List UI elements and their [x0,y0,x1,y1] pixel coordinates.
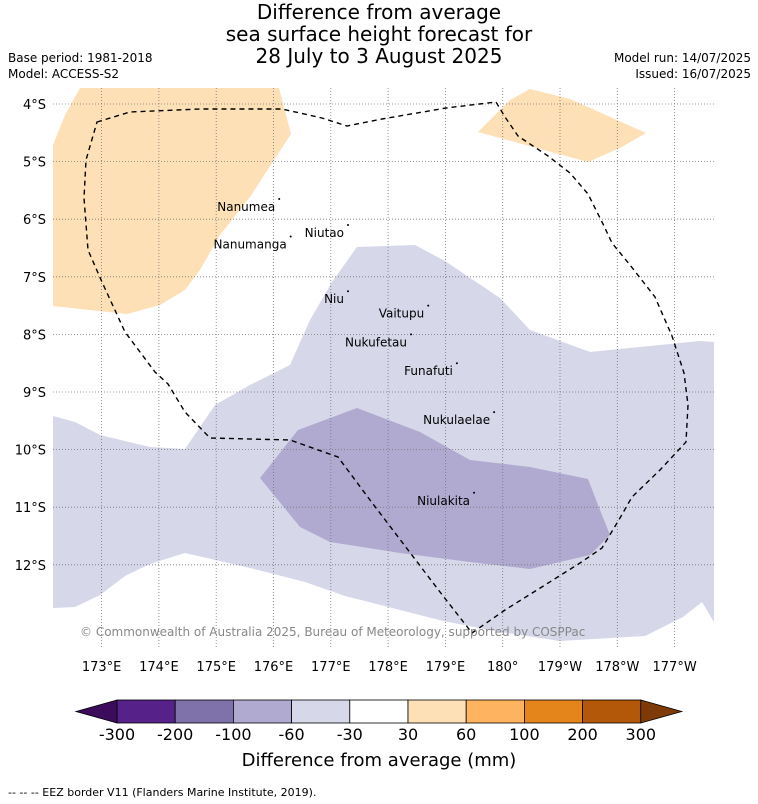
island-marker [455,362,458,365]
colorbar-segment [582,699,642,724]
island-label: Vaitupu [379,307,425,321]
latitude-labels: 4°S 5°S 6°S 7°S 8°S 9°S 10°S 11°S 12°S [15,98,46,574]
island-label: Niulakita [417,494,470,508]
issued-date: Issued: 16/07/2025 [635,67,751,81]
longitude-label: 176°E [254,660,294,675]
latitude-label: 7°S [23,271,46,286]
island-label: Niu [324,292,344,306]
colorbar-tick-label: 60 [456,725,477,744]
longitude-label: 175°E [196,660,236,675]
island-marker [473,491,476,494]
colorbar-tick-label: 100 [509,725,540,744]
colorbar-tick-label: -300 [98,725,136,744]
forecast-map: Nanumea Nanumanga Niutao Niu Vaitupu Nukufeta… [15,88,714,675]
eez-border [83,101,689,634]
colorbar-segment [232,699,292,724]
colorbar-tick-label: 200 [567,725,598,744]
colorbar-segment [349,699,409,724]
longitude-label: 177°W [653,660,697,675]
title-line-2: sea surface height forecast for [225,22,533,46]
colorbar-segment [524,699,584,724]
longitude-label: 178°W [595,660,639,675]
longitude-label: 179°W [538,660,582,675]
base-period: Base period: 1981-2018 [8,51,153,65]
latitude-label: 11°S [15,501,46,516]
latitude-label: 8°S [23,328,46,343]
colorbar-over-arrow [640,699,684,724]
anomaly-fills [53,88,714,641]
longitude-label: 178°E [368,660,408,675]
longitude-label: 179°E [426,660,466,675]
colorbar-segment [291,699,351,724]
latitude-label: 12°S [15,559,46,574]
positive-anomaly-east [478,89,646,162]
island-marker [289,235,292,238]
latitude-label: 10°S [15,444,46,459]
latitude-label: 4°S [23,98,46,113]
longitude-label: 177°E [311,660,351,675]
colorbar-under-arrow [74,699,118,724]
island-marker [410,333,413,336]
island-marker [427,304,430,307]
colorbar-tick-label: 300 [625,725,657,744]
longitude-label: 173°E [82,660,122,675]
latitude-label: 9°S [23,386,46,401]
positive-anomaly-west [53,88,291,314]
colorbar-tick-label: 30 [397,725,419,744]
island-label: Niutao [305,226,344,240]
colorbar-segment [407,699,467,724]
longitude-labels: 173°E 174°E 175°E 176°E 177°E 178°E 179°E 180° 1… [82,660,697,675]
island-label: Nanumanga [214,237,287,251]
longitude-label: 174°E [139,660,179,675]
lat-lon-grid [53,88,714,648]
longitude-label: 180° [487,660,518,675]
colorbar [74,699,684,724]
title-line-3: 28 July to 3 August 2025 [255,44,503,68]
colorbar-segment [116,699,176,724]
eez-footnote: -- -- -- EEZ border V11 (Flanders Marine… [8,786,317,799]
title-line-1: Difference from average [256,0,502,24]
model-run: Model run: 14/07/2025 [613,51,751,65]
colorbar-tick-label: -100 [215,725,252,744]
model-name: Model: ACCESS-S2 [8,67,120,81]
island-marker [346,290,349,293]
colorbar-tick-label: -60 [278,725,305,744]
island-label: Funafuti [404,364,453,378]
colorbar-segment [465,699,525,724]
colorbar-segment [174,699,234,724]
colorbar-tick-label: -200 [157,725,194,744]
copyright-notice: © Commonwealth of Australia 2025, Bureau… [80,625,585,639]
negative-anomaly-medium [260,408,610,569]
latitude-label: 6°S [23,213,46,228]
island-marker [346,223,349,226]
island-label: Nukulaelae [423,413,490,427]
island-label: Nanumea [217,200,275,214]
island-marker [278,198,281,201]
colorbar-tick-label: -30 [336,725,363,744]
island-marker [493,411,496,414]
place-markers: Nanumea Nanumanga Niutao Niu Vaitupu Nukufeta… [214,198,496,508]
latitude-label: 5°S [23,156,46,171]
colorbar-title: Difference from average (mm) [241,750,517,771]
island-label: Nukufetau [345,335,407,349]
